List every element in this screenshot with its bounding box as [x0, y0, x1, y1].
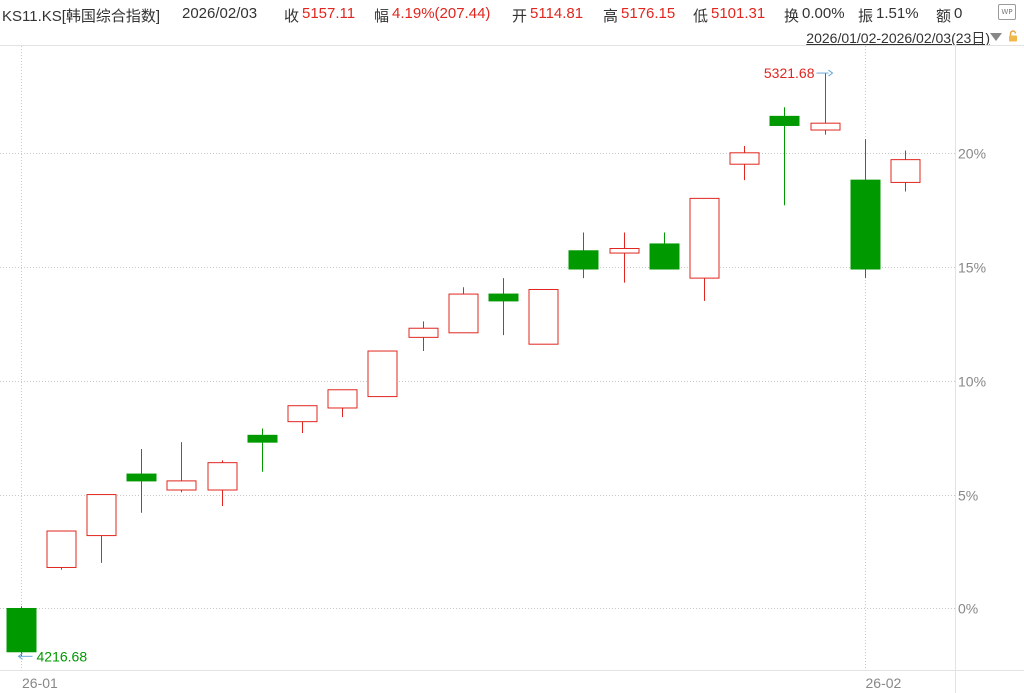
- candle-body: [448, 293, 479, 334]
- candle: [729, 145, 760, 181]
- turnover-value: 0.00%: [802, 5, 845, 22]
- x-tick-label: 26-01: [22, 675, 58, 691]
- candle: [46, 530, 77, 570]
- change-value: 4.19%(207.44): [392, 5, 491, 22]
- candle-body: [287, 405, 318, 423]
- x-tick-label: 26-02: [866, 675, 902, 691]
- candle-body: [729, 152, 760, 165]
- grid-lines: [0, 45, 1024, 693]
- close-value: 5157.11: [302, 5, 356, 22]
- max-pointer-arrow: [828, 69, 834, 77]
- low-label: 低: [693, 8, 709, 25]
- min-pointer-arrow: [17, 652, 23, 660]
- candle-body: [649, 243, 680, 270]
- candle-body: [46, 530, 77, 568]
- candle: [810, 73, 841, 135]
- candle: [890, 150, 921, 192]
- candle: [408, 321, 439, 352]
- candle-body: [207, 462, 238, 491]
- amplitude-label: 振: [858, 8, 874, 25]
- candle-body: [86, 494, 117, 537]
- candle-body: [568, 250, 599, 270]
- candle-body: [327, 389, 358, 409]
- open-label: 开: [512, 8, 528, 25]
- candles: [6, 73, 921, 657]
- candle: [850, 139, 881, 279]
- open-value: 5114.81: [530, 5, 584, 22]
- amount-label: 额: [936, 8, 952, 25]
- date-range-selector[interactable]: 2026/01/02-2026/02/03(23日): [806, 30, 990, 46]
- candle-body: [488, 293, 519, 302]
- candle: [166, 442, 197, 493]
- max-price-label: 5321.68: [764, 65, 815, 81]
- candle: [689, 197, 720, 301]
- candle: [568, 232, 599, 279]
- candle-body: [247, 434, 278, 443]
- low-value: 5101.31: [711, 5, 766, 22]
- wp-icon[interactable]: WP: [998, 4, 1016, 20]
- y-tick-label: 15%: [958, 260, 986, 276]
- change-label: 幅: [374, 8, 390, 25]
- candle-body: [6, 607, 37, 653]
- y-tick-label: 10%: [958, 374, 986, 390]
- y-axis-labels: 20% 15% 10% 5% 0%: [958, 146, 986, 617]
- candle: [528, 289, 559, 345]
- lock-icon[interactable]: [1008, 30, 1018, 42]
- candle: [86, 494, 117, 563]
- candle-body: [890, 159, 921, 183]
- candle-body: [769, 115, 800, 126]
- candle: [609, 232, 640, 283]
- candle: [448, 287, 479, 334]
- amplitude-value: 1.51%: [876, 5, 919, 22]
- y-tick-label: 5%: [958, 488, 978, 504]
- candle-body: [408, 327, 439, 338]
- candle-body: [528, 289, 559, 345]
- candle: [287, 405, 318, 434]
- candle-body: [166, 480, 197, 491]
- y-tick-label: 0%: [958, 601, 978, 617]
- quote-header: KS11.KS[韩国综合指数] 2026/02/03 收 5157.11 幅 4…: [0, 0, 1024, 28]
- candle-body: [810, 122, 841, 131]
- high-value: 5176.15: [621, 5, 676, 22]
- candle: [367, 350, 398, 398]
- symbol-name[interactable]: KS11.KS[韩国综合指数]: [2, 8, 161, 25]
- candle: [247, 428, 278, 472]
- turnover-label: 换: [784, 8, 800, 25]
- x-axis-labels: 26-01 26-02: [22, 675, 902, 691]
- min-price-label: 4216.68: [37, 648, 88, 664]
- candle: [126, 448, 157, 513]
- quote-date: 2026/02/03: [182, 5, 258, 22]
- candle: [327, 389, 358, 418]
- candle: [6, 606, 37, 657]
- amount-value: 0: [954, 5, 963, 22]
- candle-body: [689, 197, 720, 279]
- triangle-down-icon[interactable]: [990, 33, 1002, 41]
- candle: [649, 232, 680, 270]
- candle: [488, 278, 519, 336]
- candle: [207, 460, 238, 506]
- price-annotations: 5321.68 4216.68: [17, 65, 834, 664]
- high-label: 高: [603, 8, 619, 25]
- y-tick-label: 20%: [958, 146, 986, 162]
- candle-body: [850, 179, 881, 270]
- candle-body: [367, 350, 398, 398]
- candle-body: [609, 247, 640, 254]
- candle: [769, 107, 800, 206]
- close-label: 收: [284, 8, 300, 25]
- candle-body: [126, 473, 157, 482]
